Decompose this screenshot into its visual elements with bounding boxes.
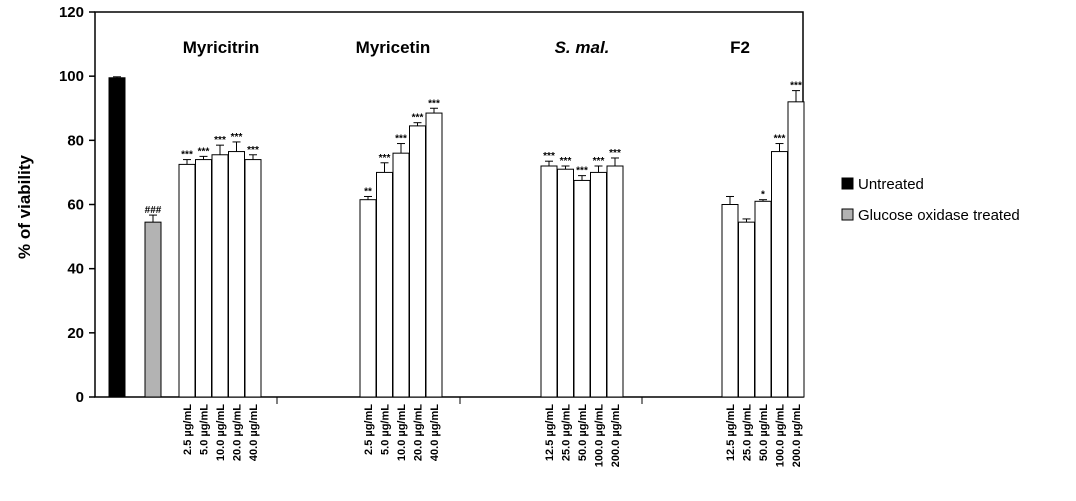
group-3-item-3-significance-label: *** — [576, 166, 588, 177]
group-1-item-2-significance-label: *** — [198, 146, 210, 157]
group-3-item-1-significance-label: *** — [543, 151, 555, 162]
group-2-item-1-bar — [359, 199, 377, 398]
group-title: F2 — [730, 38, 750, 57]
group-1-item-1-bar — [178, 163, 196, 398]
group-2-item-5-bar — [425, 112, 443, 398]
x-category-label: 50.0 µg/mL — [577, 404, 589, 461]
y-tick-label: 60 — [67, 197, 84, 214]
group-title: Myricetin — [356, 38, 431, 57]
group-4-item-3-bar — [754, 200, 772, 398]
y-axis-label: % of viability — [15, 155, 34, 259]
group-3-item-2-significance-label: *** — [560, 156, 572, 167]
group-3-item-5-significance-label: *** — [609, 148, 621, 159]
group-1-item-4-bar — [228, 151, 245, 398]
x-category-label: 50.0 µg/mL — [758, 404, 770, 461]
group-1-item-3-significance-label: *** — [214, 135, 226, 146]
group-3-item-1-bar — [540, 165, 558, 398]
x-category-label: 5.0 µg/mL — [380, 404, 392, 455]
group-4-item-4-significance-label: *** — [774, 134, 786, 145]
group-2-item-3-bar — [392, 152, 410, 398]
group-1-item-5-bar — [244, 159, 262, 398]
y-tick-label: 100 — [59, 68, 84, 85]
x-category-label: 10.0 µg/mL — [396, 404, 408, 461]
x-category-label: 10.0 µg/mL — [215, 404, 227, 461]
group-3-item-4-significance-label: *** — [593, 156, 605, 167]
group-4-item-2-bar — [738, 221, 755, 398]
x-category-label: 2.5 µg/mL — [363, 404, 375, 455]
x-category-label: 20.0 µg/mL — [413, 404, 425, 461]
legend-label: Untreated — [858, 176, 924, 193]
y-tick-label: 20 — [67, 325, 84, 342]
x-category-label: 12.5 µg/mL — [544, 404, 556, 461]
x-category-label: 5.0 µg/mL — [199, 404, 211, 455]
group-2-item-4-significance-label: *** — [412, 113, 424, 124]
y-tick-label: 120 — [59, 4, 84, 21]
x-category-label: 40.0 µg/mL — [248, 404, 260, 461]
x-category-label: 2.5 µg/mL — [182, 404, 194, 455]
x-category-label: 12.5 µg/mL — [725, 404, 737, 461]
group-1-item-5-significance-label: *** — [247, 145, 259, 156]
legend-swatch — [841, 177, 854, 190]
group-2-item-2-bar — [376, 171, 393, 398]
group-4-item-1-bar — [721, 204, 739, 398]
control-1-bar — [108, 77, 126, 398]
group-1-item-1-significance-label: *** — [181, 150, 193, 161]
group-title: Myricitrin — [183, 38, 260, 57]
x-category-label: 20.0 µg/mL — [232, 404, 244, 461]
group-3-item-2-bar — [557, 168, 574, 398]
x-category-label: 200.0 µg/mL — [791, 404, 803, 467]
group-2-item-3-significance-label: *** — [395, 134, 407, 145]
group-2-item-2-significance-label: *** — [379, 153, 391, 164]
group-4-item-4-bar — [771, 151, 788, 398]
group-3-item-3-bar — [573, 179, 591, 398]
group-3-item-4-bar — [590, 171, 607, 398]
group-4-item-5-significance-label: *** — [790, 81, 802, 92]
group-2-item-5-significance-label: *** — [428, 98, 440, 109]
x-category-label: 25.0 µg/mL — [742, 404, 754, 461]
control-2-bar — [144, 221, 162, 398]
group-4-item-3-significance-label: * — [761, 190, 765, 201]
group-4-item-5-bar — [787, 101, 805, 398]
x-category-label: 40.0 µg/mL — [429, 404, 441, 461]
control-2-significance-label: ### — [145, 205, 162, 216]
legend-label: Glucose oxidase treated — [858, 207, 1020, 224]
group-1-item-2-bar — [195, 159, 212, 398]
group-3-item-5-bar — [606, 165, 624, 398]
legend-swatch — [841, 208, 854, 221]
group-2-item-4-bar — [409, 125, 426, 398]
x-category-label: 25.0 µg/mL — [561, 404, 573, 461]
y-tick-label: 40 — [67, 261, 84, 278]
group-1-item-4-significance-label: *** — [231, 132, 243, 143]
group-1-item-3-bar — [211, 154, 229, 398]
group-title: S. mal. — [555, 38, 610, 57]
x-category-label: 200.0 µg/mL — [610, 404, 622, 467]
x-category-label: 100.0 µg/mL — [594, 404, 606, 467]
y-tick-label: 80 — [67, 132, 84, 149]
group-2-item-1-significance-label: ** — [364, 186, 372, 197]
x-category-label: 100.0 µg/mL — [775, 404, 787, 467]
y-tick-label: 0 — [76, 389, 84, 406]
